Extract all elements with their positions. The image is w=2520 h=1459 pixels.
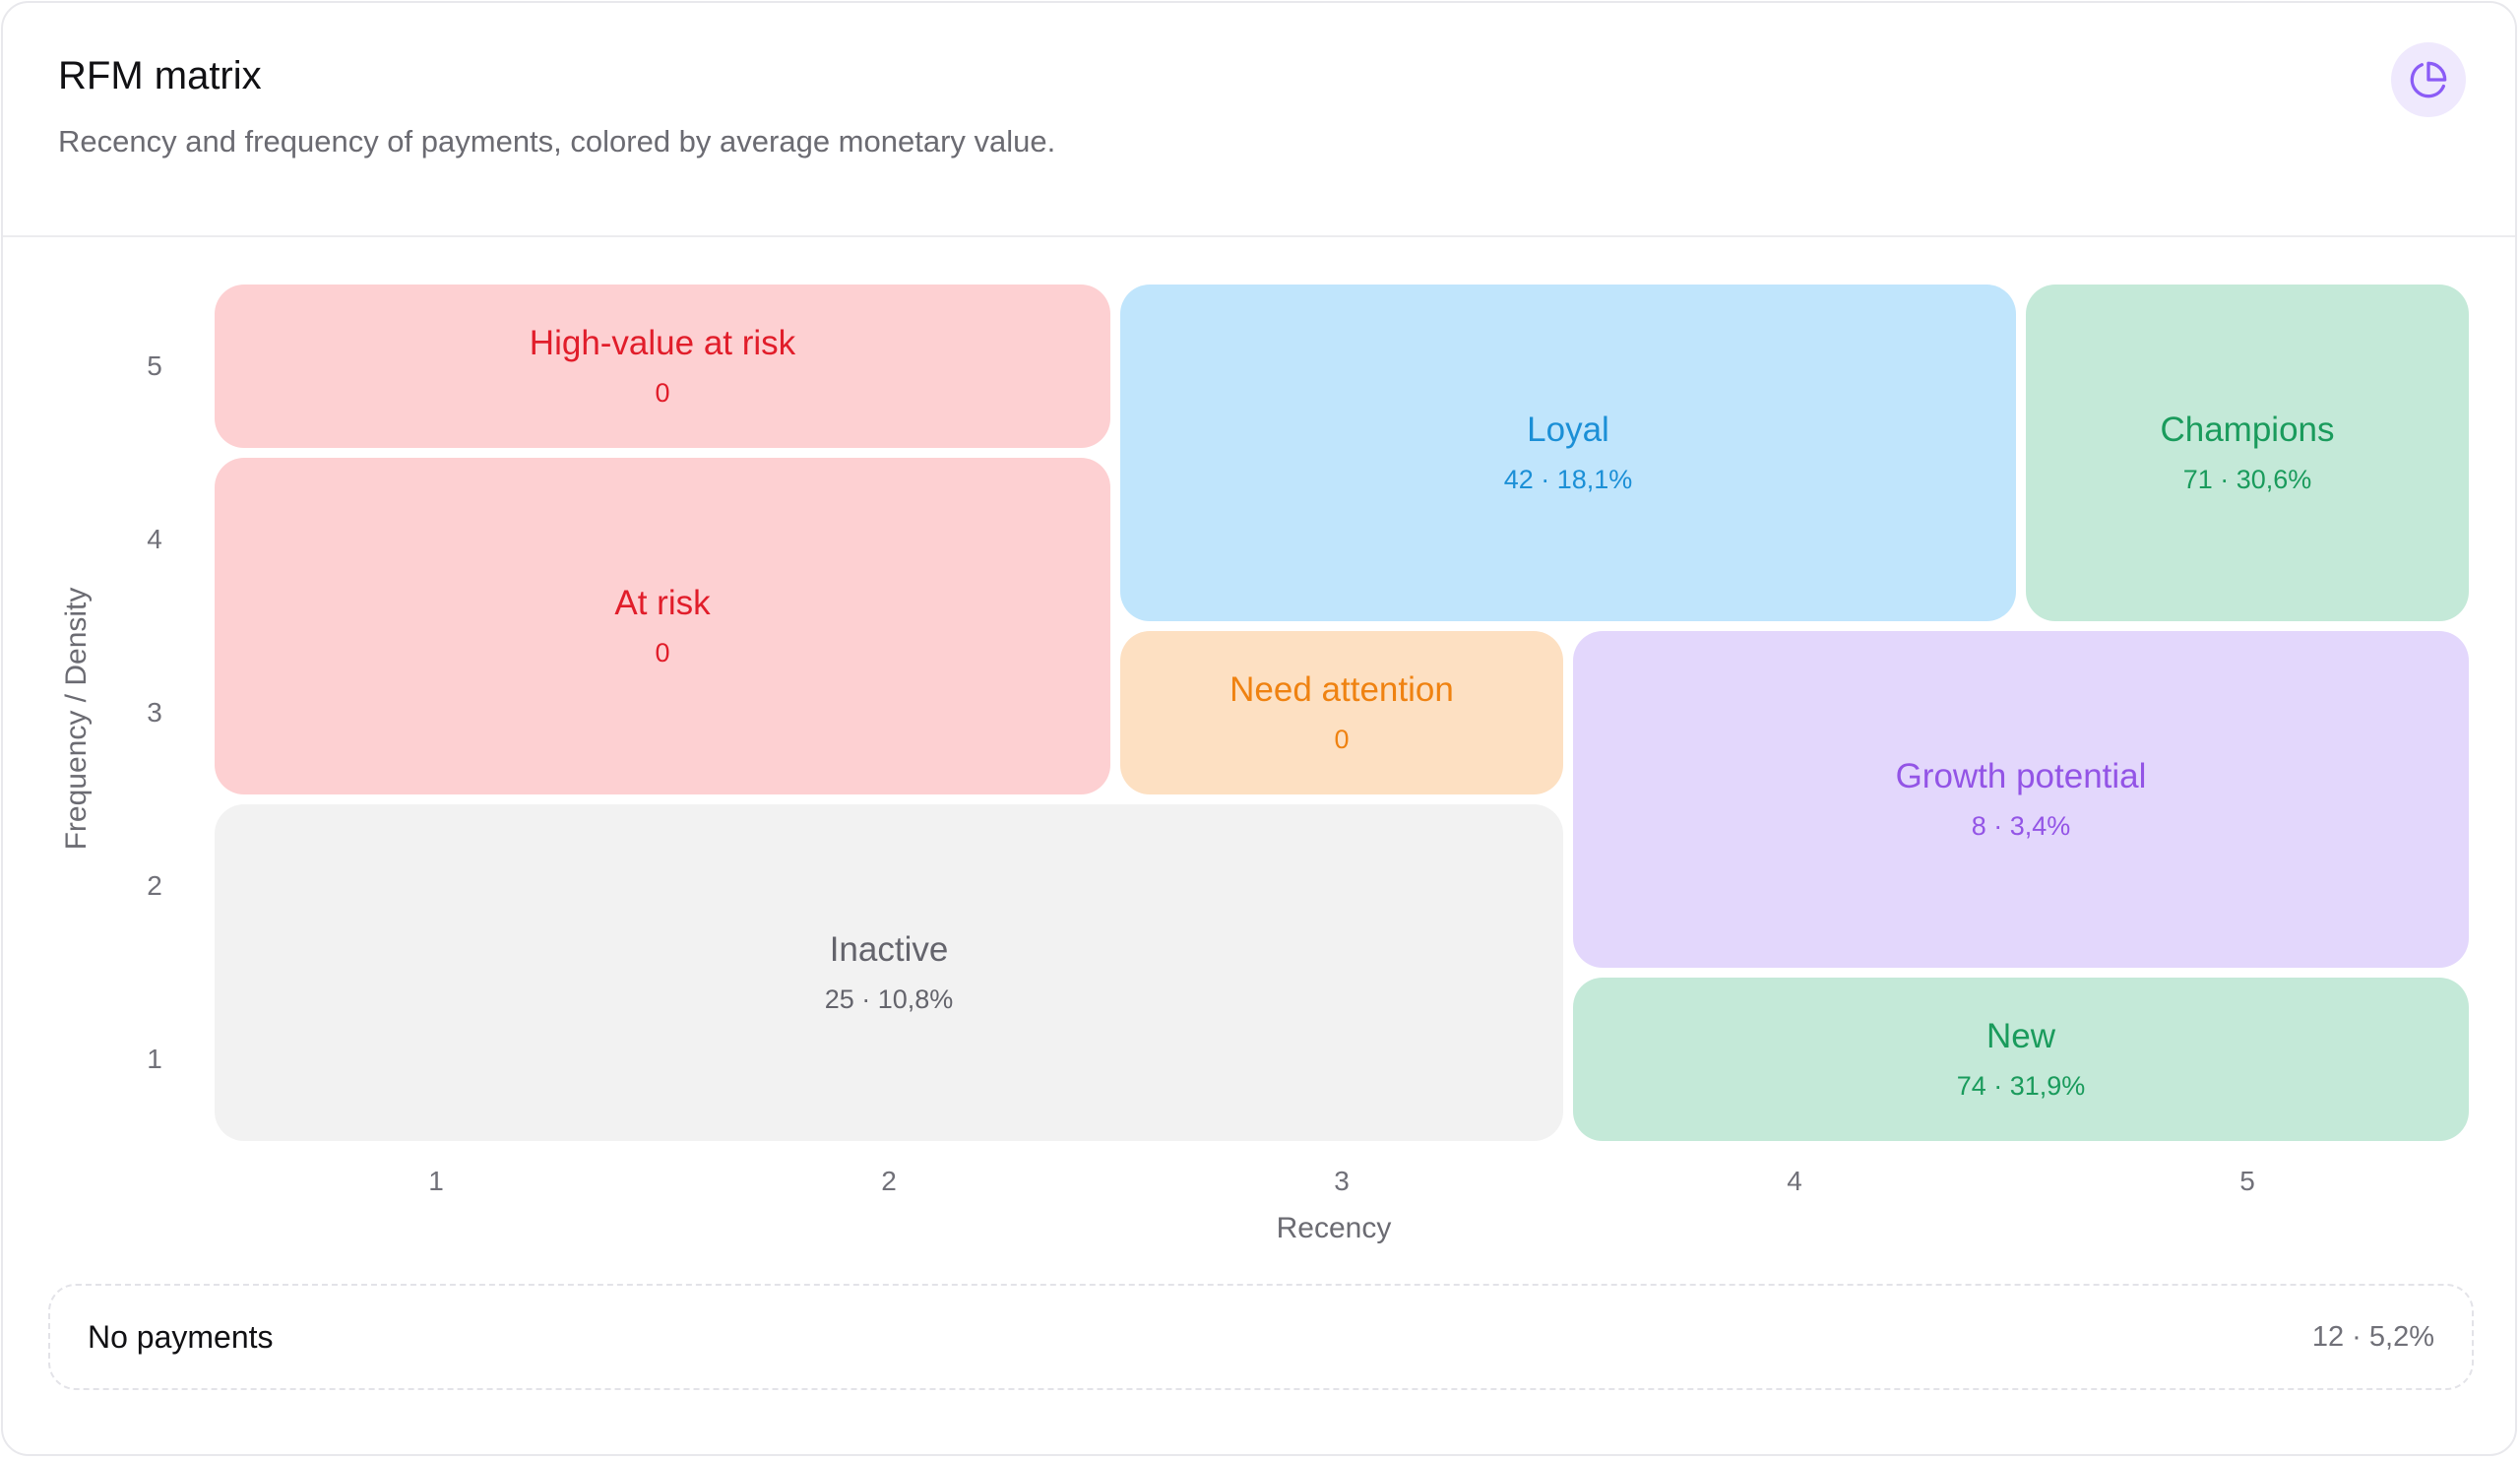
x-axis-label: Recency xyxy=(1276,1212,1392,1244)
no-payments-value: 12 · 5,2% xyxy=(2311,1320,2434,1353)
chart-type-button[interactable] xyxy=(2391,42,2466,117)
pie-chart-icon xyxy=(2410,61,2447,98)
y-axis-label: Frequency / Density xyxy=(60,587,93,851)
y-tick-label: 2 xyxy=(147,870,162,901)
x-tick-label: 5 xyxy=(2239,1166,2255,1196)
x-tick-label: 3 xyxy=(1334,1166,1350,1196)
segment-inactive[interactable]: Inactive 25 · 10,8% xyxy=(215,804,1563,1141)
segment-label: Champions xyxy=(2160,411,2335,449)
segment-champions[interactable]: Champions 71 · 30,6% xyxy=(2026,285,2469,621)
card-subtitle: Recency and frequency of payments, color… xyxy=(58,124,1056,159)
segment-need-attention[interactable]: Need attention 0 xyxy=(1120,631,1563,794)
y-tick-label: 5 xyxy=(147,350,162,381)
y-tick-label: 4 xyxy=(147,524,162,554)
x-tick-label: 1 xyxy=(428,1166,444,1196)
segment-label: Inactive xyxy=(829,930,949,969)
segment-value: 0 xyxy=(655,638,670,667)
segment-label: Loyal xyxy=(1527,411,1609,449)
x-tick-label: 2 xyxy=(881,1166,897,1196)
segment-high-value-at-risk[interactable]: High-value at risk 0 xyxy=(215,285,1110,448)
y-tick-label: 1 xyxy=(147,1044,162,1074)
segment-label: At risk xyxy=(614,584,711,622)
segment-value: 71 · 30,6% xyxy=(2182,465,2312,494)
no-payments-row: No payments 12 · 5,2% xyxy=(48,1284,2474,1390)
card-title: RFM matrix xyxy=(58,54,262,97)
segment-value: 42 · 18,1% xyxy=(1503,465,1633,494)
segment-value: 0 xyxy=(655,378,670,408)
segment-value: 0 xyxy=(1334,725,1350,754)
segment-label: New xyxy=(1985,1017,2056,1055)
segment-label: Growth potential xyxy=(1895,757,2147,795)
segment-new[interactable]: New 74 · 31,9% xyxy=(1573,978,2469,1141)
segment-value: 8 · 3,4% xyxy=(1971,811,2071,841)
header-divider xyxy=(3,235,2515,237)
no-payments-label: No payments xyxy=(88,1318,274,1355)
y-tick-label: 3 xyxy=(147,697,162,728)
segment-growth-potential[interactable]: Growth potential 8 · 3,4% xyxy=(1573,631,2469,968)
rfm-plot: Frequency / Density Recency High-value a… xyxy=(3,3,2515,1454)
segment-label: Need attention xyxy=(1229,670,1454,709)
segment-label: High-value at risk xyxy=(529,324,796,362)
segment-value: 25 · 10,8% xyxy=(824,984,954,1014)
segment-at-risk[interactable]: At risk 0 xyxy=(215,458,1110,794)
segment-value: 74 · 31,9% xyxy=(1956,1071,2086,1101)
x-tick-label: 4 xyxy=(1787,1166,1802,1196)
segment-loyal[interactable]: Loyal 42 · 18,1% xyxy=(1120,285,2016,621)
